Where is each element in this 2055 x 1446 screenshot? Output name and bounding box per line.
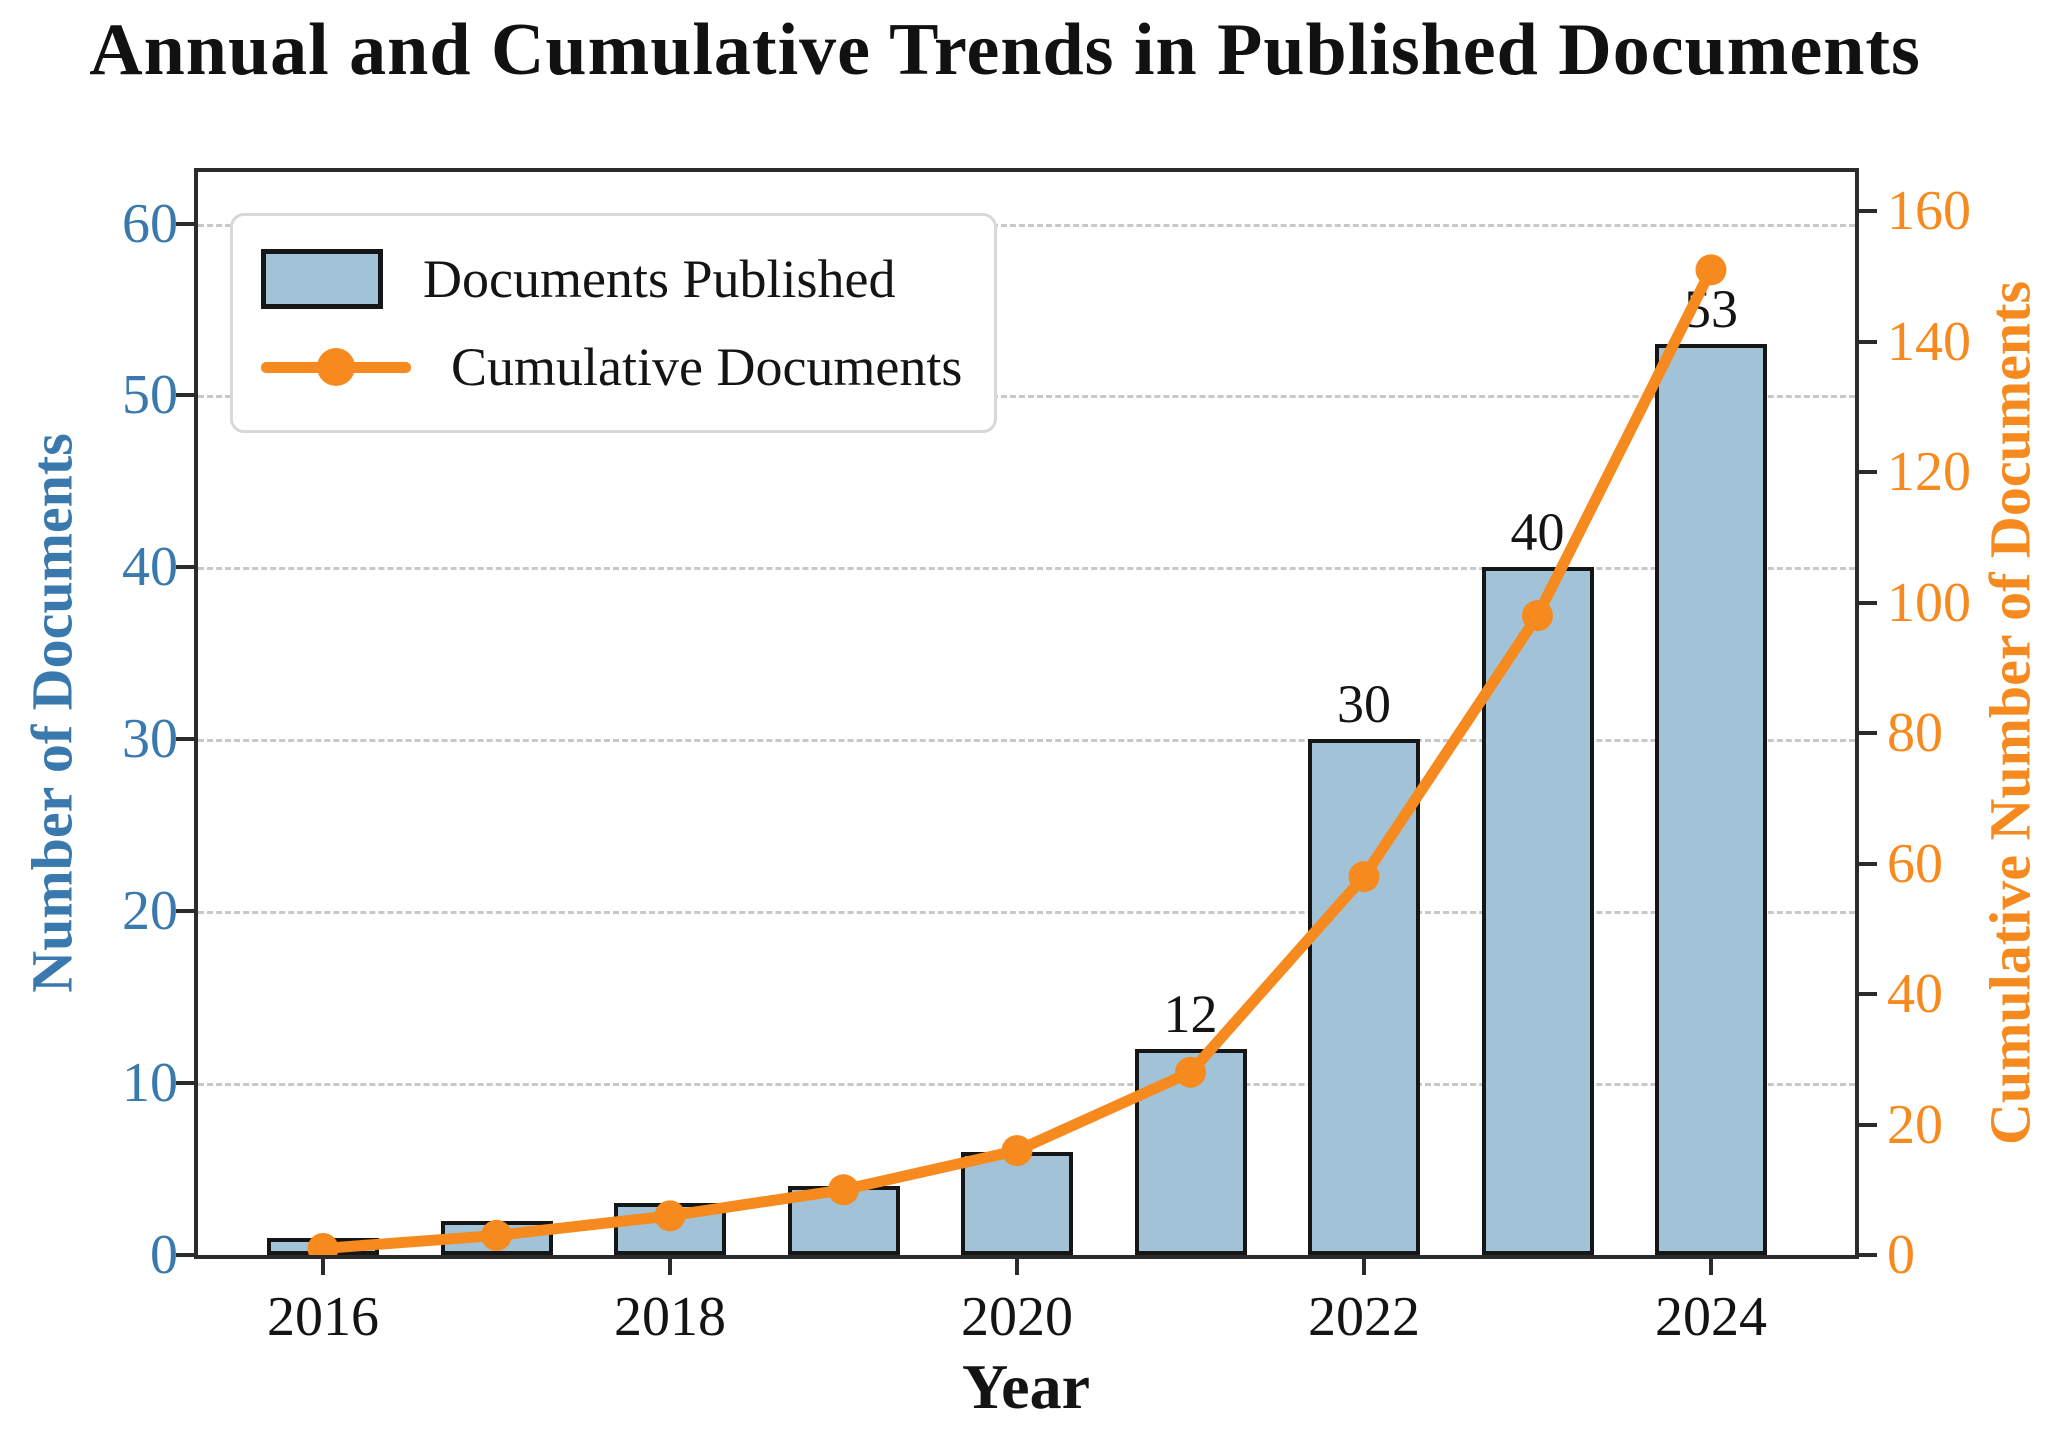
left-tick-label-0: 0: [150, 1224, 178, 1286]
cumulative-point-2020: [1001, 1135, 1033, 1167]
legend-box: Documents Published Cumulative Documents: [230, 213, 997, 433]
left-tick-label-20: 20: [122, 880, 178, 943]
right-tick-label-100: 100: [1887, 571, 1971, 634]
x-tick-label-2020: 2020: [961, 1286, 1073, 1348]
right-tick-120: [1855, 470, 1877, 475]
right-tick-label-140: 140: [1887, 310, 1971, 373]
x-tick-label-2024: 2024: [1655, 1286, 1767, 1348]
cumulative-point-2024: [1695, 254, 1727, 286]
gridline-10: [198, 1083, 1855, 1087]
bar-2021: [1134, 1048, 1247, 1255]
right-tick-label-0: 0: [1887, 1224, 1915, 1286]
right-tick-label-80: 80: [1887, 702, 1943, 765]
x-tick-label-2022: 2022: [1308, 1286, 1420, 1348]
legend-item-cumulative-documents: Cumulative Documents: [261, 336, 994, 398]
x-tick-label-2018: 2018: [614, 1286, 726, 1348]
x-tick-2018: [668, 1255, 672, 1275]
right-tick-40: [1855, 992, 1877, 997]
left-tick-label-50: 50: [122, 364, 178, 427]
right-tick-label-40: 40: [1887, 963, 1943, 1026]
cumulative-point-2016: [307, 1232, 339, 1255]
left-tick-30: [176, 737, 198, 742]
x-tick-2020: [1015, 1255, 1019, 1275]
left-tick-60: [176, 221, 198, 226]
left-tick-label-30: 30: [122, 708, 178, 771]
gridline-20: [198, 911, 1855, 915]
legend-label: Documents Published: [423, 249, 896, 309]
left-tick-10: [176, 1081, 198, 1086]
right-tick-160: [1855, 209, 1877, 214]
gridline-50: [198, 395, 1855, 399]
right-tick-140: [1855, 339, 1877, 344]
right-tick-20: [1855, 1122, 1877, 1127]
left-tick-label-60: 60: [122, 192, 178, 255]
x-tick-2024: [1709, 1255, 1713, 1275]
cumulative-point-2019: [828, 1174, 859, 1206]
bar-value-label-2022: 30: [1337, 674, 1391, 735]
bar-value-label-2023: 40: [1510, 502, 1565, 563]
left-tick-50: [176, 393, 198, 398]
bar-2023: [1481, 567, 1594, 1255]
x-tick-2016: [321, 1255, 325, 1275]
gridline-30: [198, 739, 1855, 743]
x-axis-label: Year: [962, 1351, 1090, 1422]
right-tick-60: [1855, 861, 1877, 866]
x-tick-label-2016: 2016: [267, 1286, 379, 1348]
right-tick-label-20: 20: [1887, 1093, 1943, 1156]
legend-item-documents-published: Documents Published: [261, 248, 994, 310]
right-tick-100: [1855, 600, 1877, 605]
x-tick-2022: [1362, 1255, 1366, 1275]
gridline-40: [198, 567, 1855, 571]
bar-value-label-2021: 12: [1163, 983, 1218, 1044]
cumulative-point-2017: [481, 1219, 512, 1251]
line-marker-icon: [261, 347, 411, 387]
left-tick-20: [176, 909, 198, 914]
bar-2020: [961, 1151, 1073, 1255]
cumulative-point-2021: [1175, 1056, 1206, 1088]
left-tick-40: [176, 565, 198, 570]
legend-label: Cumulative Documents: [451, 337, 963, 397]
left-tick-label-10: 10: [122, 1052, 178, 1115]
cumulative-point-2022: [1348, 861, 1380, 893]
plot-area: 12 30 40 53: [198, 172, 1855, 1255]
bar-2024: [1655, 343, 1767, 1255]
right-tick-80: [1855, 731, 1877, 736]
right-tick-label-120: 120: [1887, 441, 1971, 504]
right-tick-0: [1855, 1253, 1877, 1257]
right-tick-label-160: 160: [1887, 180, 1971, 243]
left-tick-0: [176, 1253, 198, 1257]
chart-title: Annual and Cumulative Trends in Publishe…: [89, 9, 1921, 91]
cumulative-point-2018: [654, 1200, 686, 1232]
right-tick-label-60: 60: [1887, 832, 1943, 895]
cumulative-point-2023: [1522, 600, 1553, 632]
cumulative-line-layer: [307, 254, 1727, 1255]
bar-swatch-icon: [261, 249, 383, 309]
gridline-60: [198, 223, 1855, 227]
left-tick-label-40: 40: [122, 536, 178, 599]
